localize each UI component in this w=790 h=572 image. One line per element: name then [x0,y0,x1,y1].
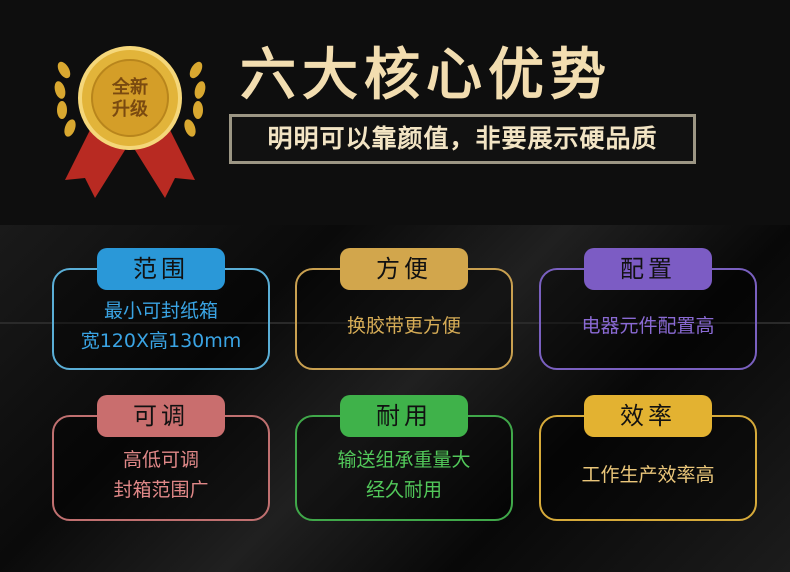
feature-description: 输送组承重量大 [337,449,471,471]
feature-description: 最小可封纸箱 [103,300,218,322]
page-title: 六大核心优势 [240,43,612,108]
subtitle-box: 明明可以靠颜值，非要展示硬品质 [229,114,696,164]
medal-icon: 全新 升级 [54,46,206,198]
feature-label: 方便 [340,248,468,290]
feature-card: 电器元件配置高 [539,268,757,370]
feature-description: 工作生产效率高 [581,464,715,486]
feature-description: 封箱范围广 [113,479,209,501]
feature-label: 效率 [584,395,712,437]
badge-text-line-2: 升级 [112,98,149,120]
feature-description: 换胶带更方便 [346,315,461,337]
feature-label: 耐用 [340,395,468,437]
badge-text-line-1: 全新 [111,76,148,98]
feature-label: 配置 [584,248,712,290]
feature-description: 高低可调 [122,449,199,471]
feature-label: 可调 [97,395,225,437]
feature-description: 经久耐用 [365,479,442,501]
divider [0,322,790,324]
feature-description: 电器元件配置高 [581,315,715,337]
feature-description: 宽120X高130mm [80,330,242,352]
feature-label: 范围 [97,248,225,290]
